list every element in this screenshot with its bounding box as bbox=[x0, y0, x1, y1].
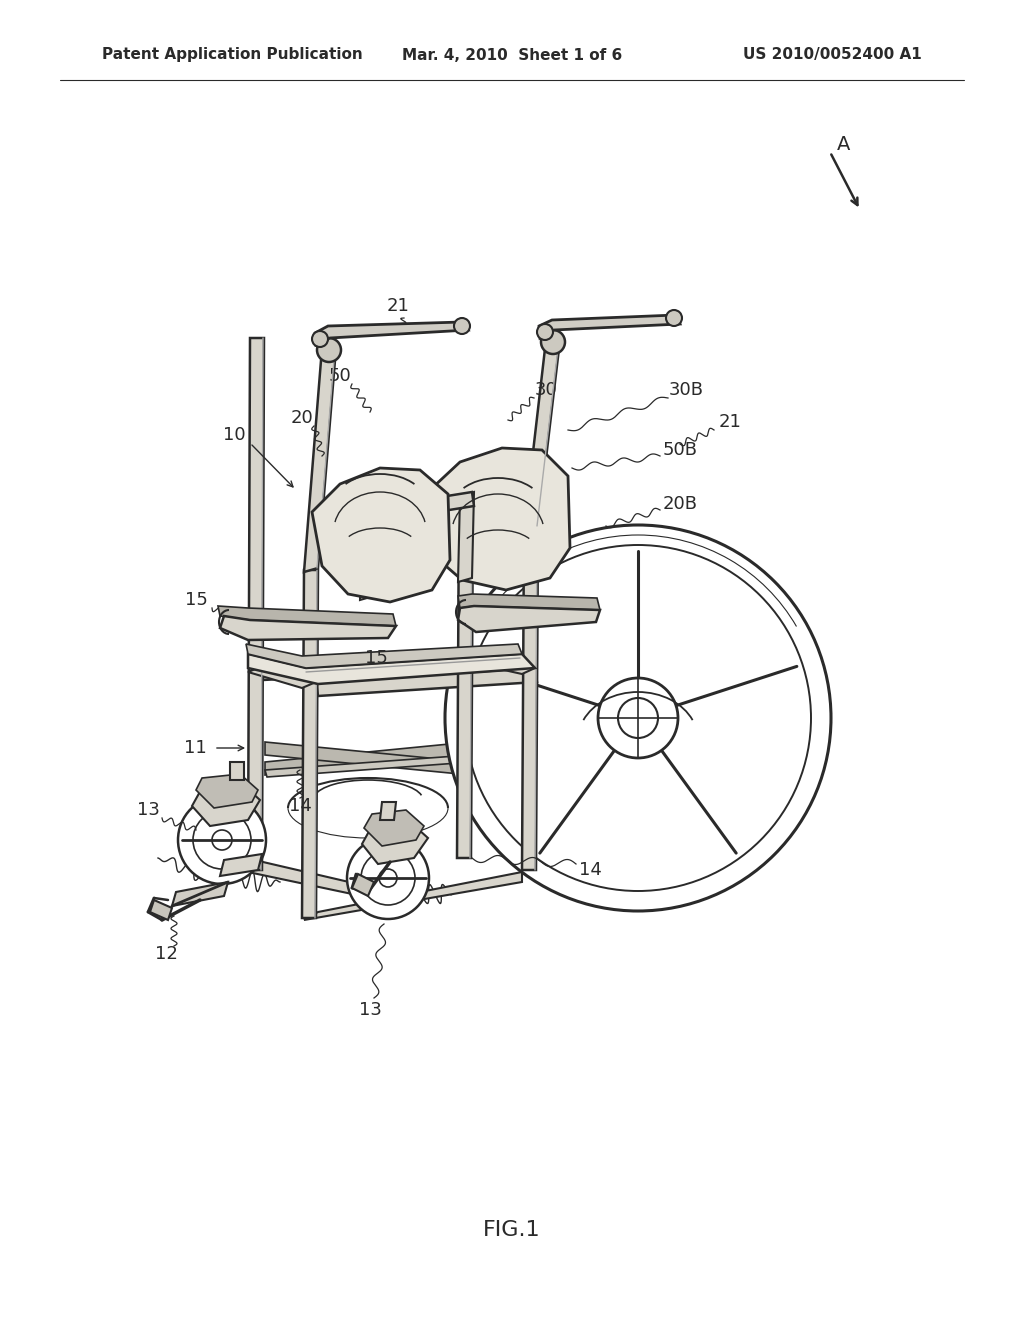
Polygon shape bbox=[193, 781, 260, 826]
Text: Mar. 4, 2010  Sheet 1 of 6: Mar. 4, 2010 Sheet 1 of 6 bbox=[401, 48, 623, 62]
Circle shape bbox=[312, 331, 328, 347]
Polygon shape bbox=[524, 341, 560, 531]
Text: 20: 20 bbox=[291, 409, 313, 426]
Text: 14: 14 bbox=[289, 797, 311, 814]
Polygon shape bbox=[360, 508, 376, 601]
Text: 12: 12 bbox=[155, 945, 177, 964]
Polygon shape bbox=[220, 854, 262, 876]
Polygon shape bbox=[302, 570, 318, 917]
Polygon shape bbox=[458, 606, 600, 632]
Polygon shape bbox=[362, 820, 428, 865]
Circle shape bbox=[193, 810, 251, 869]
Polygon shape bbox=[522, 528, 538, 870]
Text: 20B: 20B bbox=[663, 495, 697, 513]
Text: A: A bbox=[838, 135, 851, 153]
Polygon shape bbox=[265, 742, 470, 775]
Polygon shape bbox=[312, 469, 450, 602]
Circle shape bbox=[666, 310, 682, 326]
Circle shape bbox=[541, 330, 565, 354]
Text: 21: 21 bbox=[387, 297, 410, 315]
Polygon shape bbox=[150, 900, 172, 920]
Text: US 2010/0052400 A1: US 2010/0052400 A1 bbox=[743, 48, 922, 62]
Polygon shape bbox=[458, 594, 600, 610]
Polygon shape bbox=[352, 874, 374, 896]
Polygon shape bbox=[304, 873, 522, 920]
Text: 11: 11 bbox=[183, 739, 207, 756]
Polygon shape bbox=[220, 616, 396, 640]
Polygon shape bbox=[265, 742, 470, 775]
Circle shape bbox=[178, 796, 266, 884]
Circle shape bbox=[598, 678, 678, 758]
Polygon shape bbox=[364, 810, 424, 846]
Polygon shape bbox=[430, 447, 570, 590]
Polygon shape bbox=[246, 644, 522, 668]
Circle shape bbox=[347, 837, 429, 919]
Polygon shape bbox=[218, 606, 396, 626]
Polygon shape bbox=[315, 322, 468, 345]
Polygon shape bbox=[459, 653, 535, 675]
Polygon shape bbox=[196, 774, 258, 808]
Text: 30B: 30B bbox=[669, 381, 703, 399]
Text: 15: 15 bbox=[365, 649, 387, 667]
Text: 15: 15 bbox=[184, 591, 208, 609]
Polygon shape bbox=[248, 338, 264, 870]
Text: FIG.1: FIG.1 bbox=[483, 1220, 541, 1239]
Text: 14: 14 bbox=[579, 861, 601, 879]
Circle shape bbox=[317, 338, 341, 362]
Polygon shape bbox=[248, 862, 392, 902]
Circle shape bbox=[212, 830, 232, 850]
Text: 30: 30 bbox=[535, 381, 557, 399]
Circle shape bbox=[537, 323, 553, 341]
Circle shape bbox=[445, 525, 831, 911]
Polygon shape bbox=[248, 667, 316, 688]
Polygon shape bbox=[360, 492, 474, 524]
Text: 50B: 50B bbox=[663, 441, 697, 459]
Text: 21: 21 bbox=[719, 413, 741, 432]
Circle shape bbox=[618, 698, 658, 738]
Polygon shape bbox=[248, 653, 535, 684]
Text: 50: 50 bbox=[329, 367, 351, 385]
Polygon shape bbox=[230, 762, 244, 780]
Circle shape bbox=[361, 851, 415, 906]
Polygon shape bbox=[457, 500, 473, 858]
Polygon shape bbox=[263, 653, 473, 680]
Text: 13: 13 bbox=[358, 1001, 381, 1019]
Circle shape bbox=[454, 318, 470, 334]
Polygon shape bbox=[380, 803, 396, 820]
Text: 10: 10 bbox=[222, 426, 246, 444]
Circle shape bbox=[379, 869, 397, 887]
Polygon shape bbox=[539, 315, 680, 338]
Circle shape bbox=[465, 545, 811, 891]
Polygon shape bbox=[316, 668, 537, 696]
Polygon shape bbox=[172, 882, 228, 906]
Polygon shape bbox=[304, 348, 336, 572]
Polygon shape bbox=[458, 492, 474, 582]
Text: Patent Application Publication: Patent Application Publication bbox=[102, 48, 362, 62]
Text: 13: 13 bbox=[136, 801, 160, 818]
Polygon shape bbox=[265, 755, 472, 777]
